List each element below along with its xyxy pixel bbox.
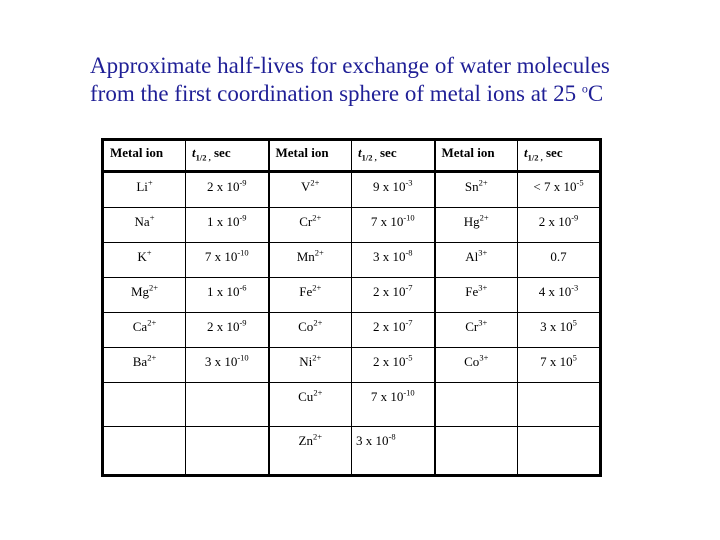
value-cell: < 7 x 10-5	[517, 171, 601, 208]
value-cell: 7 x 105	[517, 347, 601, 383]
ion-cell: Sn2+	[433, 171, 518, 208]
value-cell: 7 x 10-10	[351, 382, 435, 427]
value-cell	[185, 426, 269, 476]
value-cell	[185, 382, 269, 427]
value-cell: 3 x 10-10	[185, 347, 269, 383]
col-header-halflife: t1/2 , sec	[185, 139, 269, 173]
ion-cell: Ba2+	[102, 347, 186, 383]
ion-cell: K+	[102, 242, 186, 278]
value-cell: 4 x 10-3	[517, 277, 601, 313]
value-cell: 0.7	[517, 242, 601, 278]
table-row: Zn2+ 3 x 10-8	[102, 426, 601, 476]
ion-cell: Al3+	[433, 242, 518, 278]
table-row: K+ 7 x 10-10 Mn2+ 3 x 10-8 Al3+ 0.7	[102, 242, 601, 278]
slide-title: Approximate half-lives for exchange of w…	[90, 52, 670, 108]
ion-cell: Fe2+	[267, 277, 352, 313]
value-cell	[517, 382, 601, 427]
half-life-table: Metal ion t1/2 , sec Metal ion t1/2 , sec Me…	[101, 138, 602, 477]
value-cell: 1 x 10-6	[185, 277, 269, 313]
ion-cell: Cr3+	[433, 312, 518, 348]
value-cell: 7 x 10-10	[351, 207, 435, 243]
ion-cell: Na+	[102, 207, 186, 243]
ion-cell	[102, 382, 186, 427]
ion-cell: V2+	[267, 171, 352, 208]
col-header-metal-ion: Metal ion	[433, 139, 518, 173]
col-header-halflife: t1/2 , sec	[517, 139, 601, 173]
value-cell: 1 x 10-9	[185, 207, 269, 243]
value-cell: 9 x 10-3	[351, 171, 435, 208]
ion-cell	[433, 426, 518, 476]
table-row: Na+ 1 x 10-9 Cr2+ 7 x 10-10 Hg2+ 2 x 10-9	[102, 207, 601, 243]
value-cell: 2 x 10-7	[351, 277, 435, 313]
title-line2: from the first coordination sphere of me…	[90, 81, 582, 106]
value-cell: 2 x 10-5	[351, 347, 435, 383]
value-cell: 7 x 10-10	[185, 242, 269, 278]
value-cell: 2 x 10-7	[351, 312, 435, 348]
ion-cell: Fe3+	[433, 277, 518, 313]
value-cell: 3 x 10-8	[351, 426, 435, 476]
ion-cell: Ca2+	[102, 312, 186, 348]
col-header-metal-ion: Metal ion	[102, 139, 186, 173]
ion-cell: Co2+	[267, 312, 352, 348]
table-row: Li+ 2 x 10-9 V2+ 9 x 10-3 Sn2+ < 7 x 10-5	[102, 171, 601, 208]
table-row: Ca2+ 2 x 10-9 Co2+ 2 x 10-7 Cr3+ 3 x 105	[102, 312, 601, 348]
col-header-metal-ion: Metal ion	[267, 139, 352, 173]
ion-cell: Ni2+	[267, 347, 352, 383]
title-temp-unit: C	[587, 81, 604, 106]
degree-symbol: o	[581, 81, 588, 96]
ion-cell: Cu2+	[267, 382, 352, 427]
table-header-row: Metal ion t1/2 , sec Metal ion t1/2 , sec Me…	[102, 139, 601, 173]
ion-cell	[433, 382, 518, 427]
col-header-halflife: t1/2 , sec	[351, 139, 435, 173]
ion-cell: Zn2+	[267, 426, 352, 476]
value-cell: 2 x 10-9	[185, 171, 269, 208]
value-cell: 3 x 10-8	[351, 242, 435, 278]
title-line1: Approximate half-lives for exchange of w…	[90, 53, 610, 78]
value-cell: 2 x 10-9	[517, 207, 601, 243]
ion-cell: Mg2+	[102, 277, 186, 313]
ion-cell: Mn2+	[267, 242, 352, 278]
value-cell: 3 x 105	[517, 312, 601, 348]
table-row: Cu2+ 7 x 10-10	[102, 382, 601, 427]
ion-cell: Cr2+	[267, 207, 352, 243]
table-row: Ba2+ 3 x 10-10 Ni2+ 2 x 10-5 Co3+ 7 x 105	[102, 347, 601, 383]
ion-cell: Li+	[102, 171, 186, 208]
value-cell: 2 x 10-9	[185, 312, 269, 348]
value-cell	[517, 426, 601, 476]
table-row: Mg2+ 1 x 10-6 Fe2+ 2 x 10-7 Fe3+ 4 x 10-3	[102, 277, 601, 313]
ion-cell: Co3+	[433, 347, 518, 383]
ion-cell: Hg2+	[433, 207, 518, 243]
ion-cell	[102, 426, 186, 476]
